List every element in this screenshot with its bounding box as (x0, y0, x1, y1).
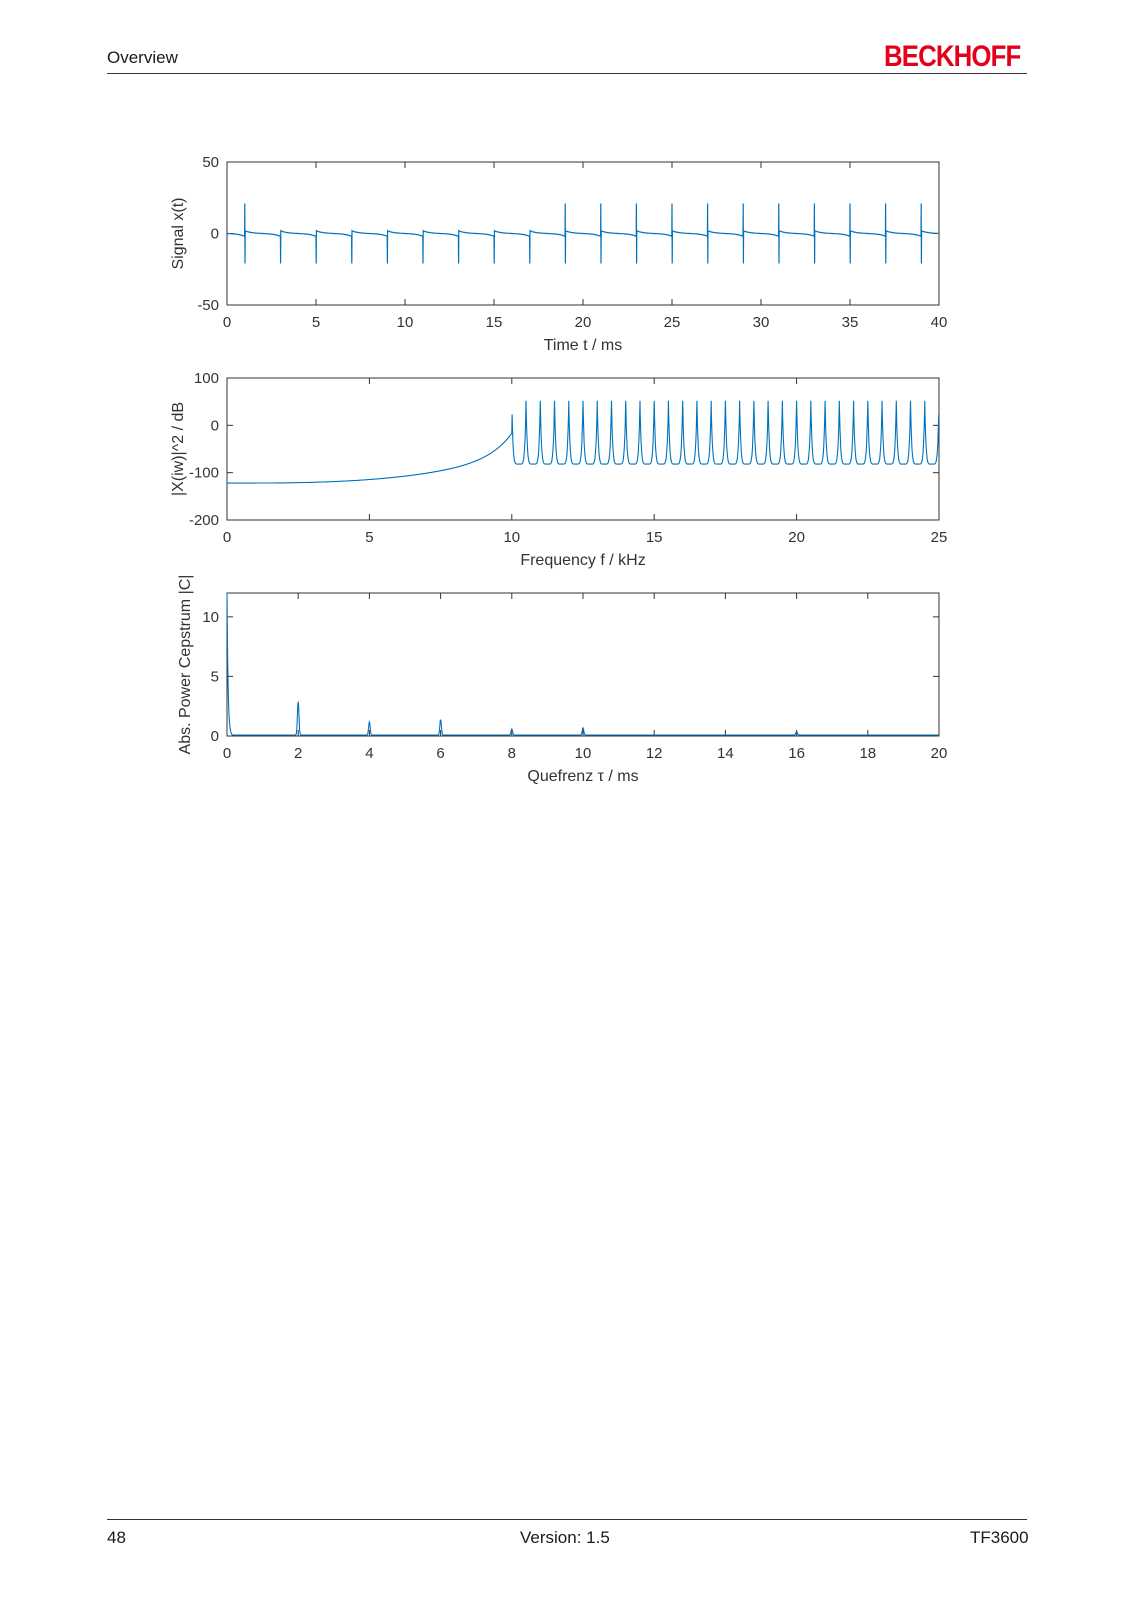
page-number: 48 (107, 1528, 126, 1547)
y-tick-label-1: -50 (197, 297, 219, 314)
x-tick-label-3: 20 (931, 745, 948, 762)
y-tick-label-2: -200 (189, 512, 219, 529)
x-tick-label-1: 0 (223, 314, 231, 331)
x-tick-label-3: 2 (294, 745, 302, 762)
x-tick-label-2: 0 (223, 529, 231, 546)
x-tick-label-1: 25 (664, 314, 681, 331)
x-tick-label-1: 30 (753, 314, 770, 331)
x-tick-label-1: 5 (312, 314, 320, 331)
signal-series-line (227, 203, 939, 264)
x-axis-label-2: Frequency f / kHz (520, 552, 645, 569)
y-tick-label-1: 50 (202, 154, 219, 171)
x-tick-label-1: 35 (842, 314, 859, 331)
x-tick-label-3: 6 (436, 745, 444, 762)
x-tick-label-1: 20 (575, 314, 592, 331)
x-tick-label-1: 15 (486, 314, 503, 331)
x-axis-label-1: Time t / ms (544, 337, 623, 354)
brand-logo: BECKHOFF (884, 40, 1021, 73)
axes-box-3 (226, 592, 940, 737)
x-tick-label-3: 14 (717, 745, 734, 762)
x-tick-label-2: 5 (365, 529, 373, 546)
spectrum-series-line (227, 400, 940, 484)
version-label: Version: 1.5 (520, 1528, 610, 1547)
y-tick-label-2: 100 (194, 370, 219, 387)
x-tick-label-3: 18 (859, 745, 876, 762)
x-tick-label-3: 0 (223, 745, 231, 762)
y-tick-label-1: 0 (211, 226, 219, 243)
y-axis-label-2: |X(iw)|^2 / dB (170, 402, 187, 496)
y-tick-label-3: 0 (211, 728, 219, 745)
y-tick-label-3: 10 (202, 609, 219, 626)
product-name: TF3600 (970, 1528, 1029, 1547)
x-tick-label-2: 20 (788, 529, 805, 546)
x-tick-label-3: 4 (365, 745, 373, 762)
y-axis-label-1: Signal x(t) (170, 197, 187, 269)
x-tick-label-2: 10 (503, 529, 520, 546)
y-tick-label-2: 0 (211, 417, 219, 434)
x-tick-label-3: 10 (575, 745, 592, 762)
x-tick-label-3: 12 (646, 745, 663, 762)
x-axis-label-3: Quefrenz τ / ms (527, 768, 638, 785)
header-rule (107, 73, 1027, 74)
y-tick-label-2: -100 (189, 465, 219, 482)
x-tick-label-3: 8 (508, 745, 516, 762)
y-axis-label-3: Abs. Power Cepstrum |C| (177, 575, 194, 755)
footer-rule (107, 1519, 1027, 1520)
axes-box-2 (226, 377, 940, 521)
x-tick-label-1: 40 (931, 314, 948, 331)
cepstrum-series-line (226, 592, 939, 736)
x-tick-label-1: 10 (397, 314, 414, 331)
x-tick-label-2: 25 (931, 529, 948, 546)
header-title: Overview (107, 48, 178, 67)
x-tick-label-3: 16 (788, 745, 805, 762)
x-tick-label-2: 15 (646, 529, 663, 546)
y-tick-label-3: 5 (211, 668, 219, 685)
